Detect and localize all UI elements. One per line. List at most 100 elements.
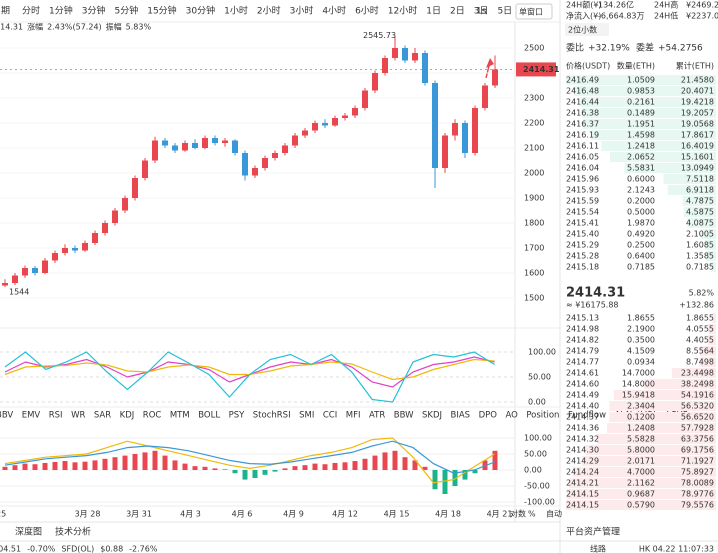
indicator-tab[interactable]: EMV (22, 411, 41, 421)
timeframe-tab[interactable]: 5分钟 (114, 5, 138, 17)
indicator-tab[interactable]: RSI (49, 411, 63, 421)
indicator-tab[interactable]: SKDJ (422, 411, 442, 421)
book-total: 17.8617 (681, 131, 714, 140)
timeframe-tab[interactable]: 1分钟 (49, 5, 73, 17)
timeframe-tab[interactable]: 6小时 (355, 5, 379, 17)
summary-text: 涨幅 (27, 22, 43, 32)
macd-bar (322, 464, 328, 470)
timeframe-tab[interactable]: 3日 (474, 6, 489, 17)
indicator-tab[interactable]: BIAS (451, 411, 471, 421)
indicator-tab[interactable]: ATR (369, 411, 385, 421)
macd-bar (242, 470, 248, 480)
macd-bar (2, 466, 8, 470)
indicator-tab[interactable]: Position (526, 411, 559, 421)
book-price: 2414.77 (566, 358, 599, 367)
book-price: 2414.37 (566, 413, 599, 422)
stat-label: 24H高 (654, 0, 678, 10)
timeframe-tab[interactable]: 5日 (497, 6, 512, 17)
timeframe-tab[interactable]: 15分钟 (147, 5, 176, 17)
timeframe-tab[interactable]: 30分钟 (186, 5, 215, 17)
book-total: 8.7498 (686, 358, 714, 367)
bottom-tab[interactable]: 技术分析 (55, 526, 91, 538)
book-total: 23.4498 (681, 369, 714, 378)
indicator-tab[interactable]: BOLL (198, 411, 220, 421)
macd-bar (392, 450, 398, 470)
book-total: 54.1916 (681, 391, 714, 400)
indicator-tab[interactable]: BBV (0, 411, 13, 421)
indicator-tab[interactable]: WR (71, 411, 85, 421)
indicator-tab[interactable]: MTM (170, 411, 190, 421)
candle-body (332, 118, 338, 126)
bottom-tab[interactable]: 深度图 (15, 526, 42, 538)
timeframe-tab[interactable]: 分时 (22, 5, 40, 17)
timeframe-tab[interactable]: 1日 (426, 6, 441, 17)
window-dropdown[interactable] (515, 3, 553, 20)
candle-body (192, 143, 198, 148)
macd-bar (332, 462, 338, 470)
indicator-tab[interactable]: CCI (323, 411, 337, 421)
candle-body (432, 83, 438, 168)
timeframe-tab[interactable]: 3小时 (290, 5, 314, 17)
book-price: 2416.48 (566, 87, 599, 96)
candle-body (112, 210, 118, 223)
macd-bar (32, 464, 38, 470)
timeframe-tab[interactable]: 12小时 (388, 5, 417, 17)
summary-text: 5.83% (126, 23, 152, 32)
timeframe-tab[interactable]: 1小时 (224, 5, 248, 17)
axis-option[interactable]: 对数 (510, 509, 526, 519)
indicator-tab[interactable]: ROC (143, 411, 162, 421)
window-mode[interactable]: 单窗口 (519, 7, 543, 17)
book-total: 1.6085 (686, 241, 714, 250)
book-qty: 0.2161 (627, 98, 655, 107)
book-price: 2415.40 (566, 230, 599, 239)
timeframe-tab[interactable]: 2小时 (257, 5, 281, 17)
asset-management[interactable]: 平台资产管理 (566, 526, 620, 538)
indicator-tab[interactable]: BBW (394, 411, 414, 421)
book-price: 2416.44 (566, 98, 599, 107)
book-price: 2415.59 (566, 197, 599, 206)
book-price: 2416.19 (566, 131, 599, 140)
candle-body (362, 90, 368, 108)
precision[interactable]: 2位小数 (568, 25, 597, 35)
book-qty: 1.1951 (627, 120, 655, 129)
book-header: 价格(USDT) (566, 61, 610, 71)
candle-body (2, 283, 8, 286)
timeframe-tab[interactable]: 3分钟 (82, 5, 106, 17)
book-total: 71.1927 (681, 457, 714, 466)
book-price: 2415.93 (566, 186, 599, 195)
candle-body (32, 268, 38, 273)
timeframe-tab[interactable]: 4小时 (322, 5, 346, 17)
book-total: 7.5118 (686, 175, 714, 184)
macd-bar (262, 470, 268, 475)
axis-option[interactable]: 自动 (546, 509, 562, 519)
indicator-tab[interactable]: KDJ (120, 411, 135, 421)
macd-bar (422, 466, 428, 470)
book-qty: 4.1509 (627, 347, 655, 356)
candle-body (442, 135, 448, 168)
depth-bar (683, 207, 716, 217)
macd-bar (132, 454, 138, 470)
book-total: 57.7928 (681, 424, 714, 433)
indicator-tab[interactable]: StochRSI (253, 411, 291, 421)
book-last-price: 2414.31 (566, 286, 625, 301)
indicator-tab[interactable]: PSY (229, 411, 246, 421)
candle-body (222, 140, 228, 143)
indicator-tab[interactable]: Fundflow (568, 411, 606, 421)
y-tick-label: 1600 (524, 269, 544, 278)
depth-bar (663, 174, 716, 184)
indicator-tab[interactable]: DPO (479, 411, 498, 421)
axis-option[interactable]: % (528, 510, 536, 519)
candle-body (462, 123, 468, 153)
timeframe-tab[interactable]: 2日 (450, 6, 465, 17)
macd-bar (212, 468, 218, 470)
indicator-tab[interactable]: SMI (299, 411, 314, 421)
indicator-tab[interactable]: SAR (94, 411, 111, 421)
interval[interactable]: 1s (476, 7, 487, 17)
last-price-tag (516, 62, 556, 77)
depth-bar (710, 262, 716, 272)
precision-dropdown[interactable] (565, 23, 609, 36)
candle-body (342, 115, 348, 118)
indicator-tab[interactable]: AO (505, 411, 518, 421)
indicator-tab[interactable]: MFI (346, 411, 361, 421)
candle-body (72, 248, 78, 251)
